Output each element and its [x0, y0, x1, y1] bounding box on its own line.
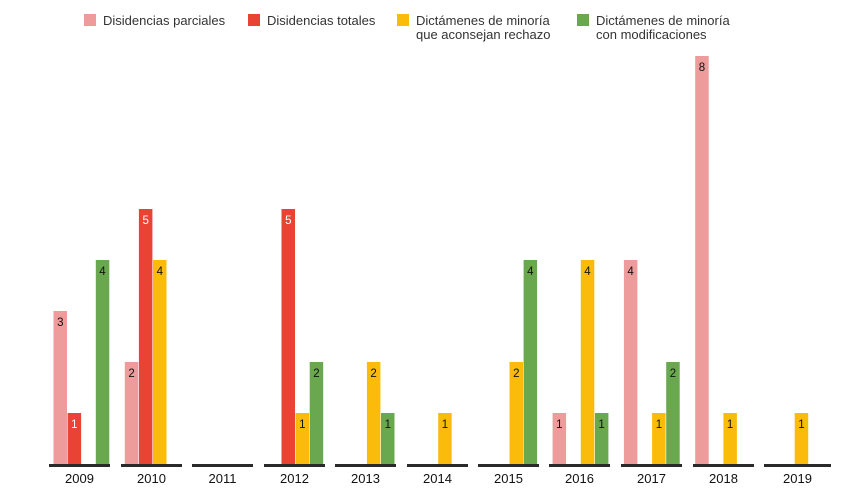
value-label-dictamenes-de-minoria-que-aconsejan-rechazo-2019: 1 — [798, 419, 804, 431]
legend-swatch-disidencias-totales — [248, 14, 260, 26]
value-label-dictamenes-de-minoria-con-modificaciones-2012: 2 — [313, 368, 319, 380]
bar-dictamenes-de-minoria-que-aconsejan-rechazo-2019 — [794, 413, 809, 464]
bar-dictamenes-de-minoria-con-modificaciones-2009 — [95, 260, 110, 464]
x-tick-label-2012: 2012 — [280, 471, 309, 486]
value-label-disidencias-parciales-2009: 3 — [57, 317, 63, 329]
x-tick-label-2009: 2009 — [65, 471, 94, 486]
x-tick-label-2016: 2016 — [565, 471, 594, 486]
bar-dictamenes-de-minoria-con-modificaciones-2016 — [594, 413, 609, 464]
legend-label-dictamenes-de-minoria-que-aconsejan-rechazo: Dictámenes de minoría — [416, 13, 550, 28]
legend-label-disidencias-totales: Disidencias totales — [267, 13, 376, 28]
x-tick-label-2018: 2018 — [709, 471, 738, 486]
bar-disidencias-parciales-2016 — [552, 413, 567, 464]
bar-dictamenes-de-minoria-con-modificaciones-2013 — [381, 413, 395, 464]
x-tick-label-2011: 2011 — [209, 471, 237, 486]
value-label-dictamenes-de-minoria-que-aconsejan-rechazo-2016: 4 — [584, 266, 591, 278]
value-label-disidencias-parciales-2018: 8 — [699, 62, 705, 74]
bar-disidencias-totales-2012 — [281, 209, 295, 464]
x-tick-label-2017: 2017 — [637, 471, 666, 486]
value-label-disidencias-totales-2009: 1 — [71, 419, 77, 431]
bar-dictamenes-de-minoria-que-aconsejan-rechazo-2012 — [295, 413, 310, 464]
bar-dictamenes-de-minoria-que-aconsejan-rechazo-2016 — [580, 260, 595, 464]
legend-label-disidencias-parciales: Disidencias parciales — [103, 13, 226, 28]
x-tick-label-2014: 2014 — [423, 471, 452, 486]
value-label-dictamenes-de-minoria-con-modificaciones-2013: 1 — [385, 419, 391, 431]
bar-dictamenes-de-minoria-que-aconsejan-rechazo-2014 — [438, 413, 452, 464]
bar-disidencias-parciales-2010 — [124, 362, 139, 464]
value-label-dictamenes-de-minoria-que-aconsejan-rechazo-2018: 1 — [727, 419, 733, 431]
value-label-dictamenes-de-minoria-que-aconsejan-rechazo-2013: 2 — [370, 368, 376, 380]
bar-dictamenes-de-minoria-que-aconsejan-rechazo-2018 — [723, 413, 737, 464]
legend-swatch-dictamenes-de-minoria-que-aconsejan-rechazo — [397, 14, 409, 26]
value-label-dictamenes-de-minoria-con-modificaciones-2016: 1 — [598, 419, 604, 431]
legend-swatch-dictamenes-de-minoria-con-modificaciones — [577, 14, 589, 26]
x-tick-label-2019: 2019 — [783, 471, 812, 486]
value-label-disidencias-parciales-2016: 1 — [556, 419, 562, 431]
bar-disidencias-parciales-2018 — [695, 56, 709, 464]
value-label-dictamenes-de-minoria-que-aconsejan-rechazo-2012: 1 — [299, 419, 305, 431]
legend-label-dictamenes-de-minoria-que-aconsejan-rechazo: que aconsejan rechazo — [416, 27, 550, 42]
bar-disidencias-parciales-2017 — [623, 260, 638, 464]
bar-dictamenes-de-minoria-que-aconsejan-rechazo-2013 — [366, 362, 381, 464]
bar-dictamenes-de-minoria-que-aconsejan-rechazo-2017 — [652, 413, 666, 464]
value-label-dictamenes-de-minoria-que-aconsejan-rechazo-2017: 1 — [656, 419, 662, 431]
bar-dictamenes-de-minoria-que-aconsejan-rechazo-2015 — [509, 362, 523, 464]
legend-label-dictamenes-de-minoria-con-modificaciones: con modificaciones — [596, 27, 707, 42]
value-label-dictamenes-de-minoria-que-aconsejan-rechazo-2014: 1 — [442, 419, 448, 431]
value-label-disidencias-totales-2010: 5 — [142, 215, 148, 227]
x-tick-label-2015: 2015 — [494, 471, 523, 486]
value-label-dictamenes-de-minoria-que-aconsejan-rechazo-2015: 2 — [513, 368, 519, 380]
value-label-disidencias-parciales-2010: 2 — [128, 368, 134, 380]
bar-disidencias-totales-2009 — [67, 413, 82, 464]
value-label-disidencias-parciales-2017: 4 — [627, 266, 634, 278]
legend: Disidencias parciales Disidencias totales… — [84, 13, 730, 42]
bar-dictamenes-de-minoria-con-modificaciones-2015 — [523, 260, 538, 464]
bar-dictamenes-de-minoria-con-modificaciones-2012 — [309, 362, 324, 464]
bar-disidencias-parciales-2009 — [53, 311, 67, 464]
bars-layer: 3 1 4 2 5 4 5 1 2 2 1 1 2 4 1 4 1 4 1 2 8 1 1 — [53, 56, 809, 464]
x-tick-label-2013: 2013 — [351, 471, 380, 486]
legend-label-dictamenes-de-minoria-con-modificaciones: Dictámenes de minoría — [596, 13, 730, 28]
value-label-disidencias-totales-2012: 5 — [285, 215, 291, 227]
bar-disidencias-totales-2010 — [138, 209, 153, 464]
value-label-dictamenes-de-minoria-que-aconsejan-rechazo-2010: 4 — [157, 266, 164, 278]
bar-dictamenes-de-minoria-que-aconsejan-rechazo-2010 — [153, 260, 167, 464]
value-label-dictamenes-de-minoria-con-modificaciones-2015: 4 — [527, 266, 534, 278]
value-label-dictamenes-de-minoria-con-modificaciones-2009: 4 — [99, 266, 106, 278]
x-axis: 2009 2010 2011 2012 2013 2014 2015 2016 2017 2018… — [49, 464, 831, 486]
bar-dictamenes-de-minoria-con-modificaciones-2017 — [666, 362, 680, 464]
x-tick-label-2010: 2010 — [137, 471, 166, 486]
legend-swatch-disidencias-parciales — [84, 14, 96, 26]
value-label-dictamenes-de-minoria-con-modificaciones-2017: 2 — [670, 368, 676, 380]
